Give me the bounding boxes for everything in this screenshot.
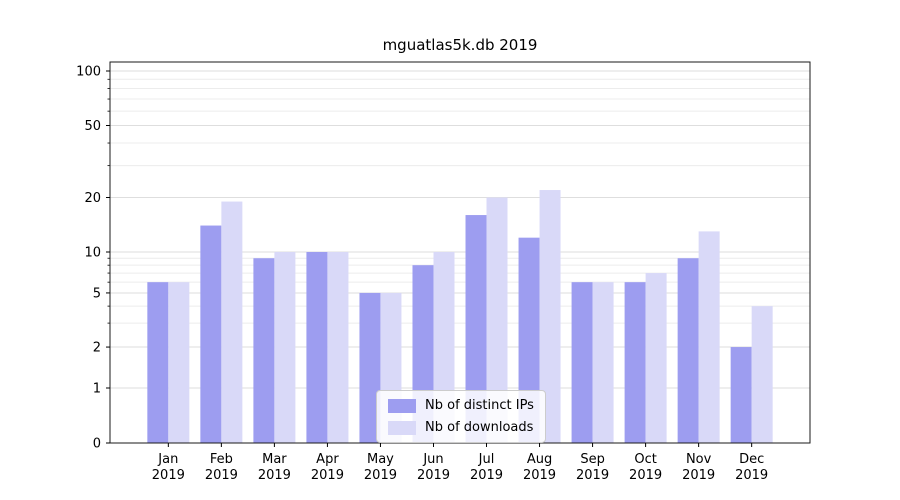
x-tick-label-year: 2019	[311, 468, 344, 483]
x-tick-label-year: 2019	[152, 468, 185, 483]
x-tick-label-year: 2019	[258, 468, 291, 483]
x-tick-label-year: 2019	[523, 468, 556, 483]
legend-item-downloads: Nb of downloads	[388, 420, 534, 435]
bar-downloads	[168, 282, 190, 443]
bar-distinct-ips	[624, 282, 646, 443]
x-tick-label-year: 2019	[364, 468, 397, 483]
y-tick-label: 20	[84, 191, 101, 206]
x-tick-label-year: 2019	[417, 468, 450, 483]
chart-title: mguatlas5k.db 2019	[382, 36, 538, 54]
x-tick-label-month: May	[367, 452, 394, 467]
x-tick-label-month: Oct	[634, 452, 656, 467]
legend-item-distinct-ips: Nb of distinct IPs	[388, 398, 534, 413]
bar-distinct-ips	[147, 282, 169, 443]
bar-distinct-ips	[571, 282, 593, 443]
x-tick-label-month: Aug	[527, 452, 552, 467]
bar-distinct-ips	[253, 258, 275, 443]
y-tick-label: 10	[84, 246, 101, 261]
x-tick-label-year: 2019	[735, 468, 768, 483]
bar-distinct-ips	[200, 225, 222, 443]
x-tick-label-month: Jun	[422, 452, 443, 467]
bar-distinct-ips	[359, 292, 381, 443]
x-tick-label-month: Nov	[686, 452, 712, 467]
x-tick-label-year: 2019	[576, 468, 609, 483]
legend-swatch-distinct-ips	[388, 398, 416, 413]
bar-downloads	[221, 201, 243, 443]
x-tick-label-month: Dec	[739, 452, 764, 467]
x-tick-label-year: 2019	[470, 468, 503, 483]
bar-downloads	[698, 231, 720, 443]
legend-label-downloads: Nb of downloads	[425, 420, 534, 435]
y-tick-label: 50	[84, 119, 101, 134]
y-tick-label: 1	[93, 382, 101, 397]
x-tick-label-month: Mar	[262, 452, 287, 467]
x-tick-label-month: Jul	[478, 452, 495, 467]
bar-downloads	[274, 252, 296, 443]
x-tick-label-month: Sep	[580, 452, 605, 467]
x-tick-label-month: Feb	[210, 452, 233, 467]
y-tick-label: 0	[93, 437, 101, 452]
bar-distinct-ips	[730, 347, 752, 443]
bar-distinct-ips	[465, 215, 487, 443]
bar-downloads	[645, 273, 667, 443]
y-tick-label: 2	[93, 341, 101, 356]
legend-label-distinct-ips: Nb of distinct IPs	[425, 398, 534, 413]
legend: Nb of distinct IPs Nb of downloads	[376, 390, 546, 443]
y-tick-label: 100	[76, 65, 101, 80]
x-tick-label-year: 2019	[205, 468, 238, 483]
bar-downloads	[486, 197, 508, 443]
bar-downloads	[751, 306, 773, 443]
bar-distinct-ips	[306, 252, 328, 443]
bar-downloads	[592, 282, 614, 443]
x-tick-label-year: 2019	[682, 468, 715, 483]
x-tick-label-month: Jan	[157, 452, 178, 467]
y-tick-label: 5	[93, 286, 101, 301]
legend-swatch-downloads	[388, 420, 416, 435]
bar-distinct-ips	[677, 258, 699, 443]
x-tick-label-year: 2019	[629, 468, 662, 483]
bar-downloads	[327, 252, 349, 443]
bar-downloads	[539, 190, 561, 443]
x-tick-label-month: Apr	[316, 452, 339, 467]
